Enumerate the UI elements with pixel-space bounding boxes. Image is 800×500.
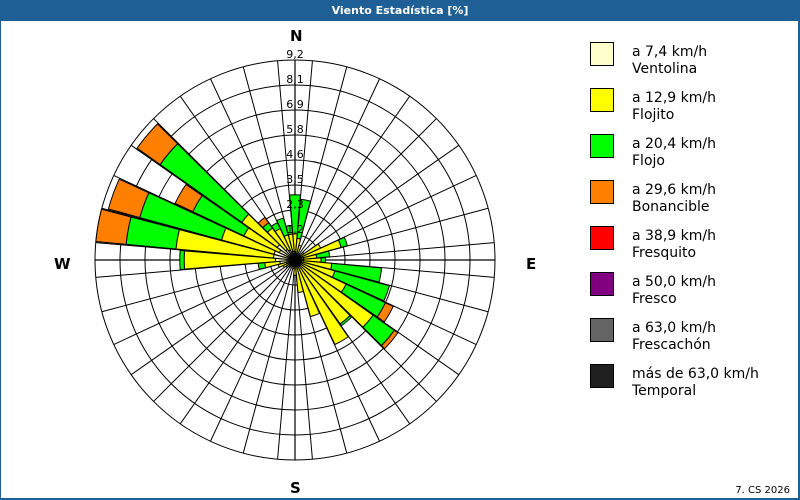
legend-range: a 20,4 km/h: [632, 136, 716, 152]
ring-label: 3,5: [286, 173, 304, 186]
grid-spoke: [294, 78, 380, 261]
rose-segment: [257, 262, 267, 270]
rose-segment: [296, 265, 321, 318]
legend-range: a 29,6 km/h: [632, 182, 716, 198]
ring-label: 6,9: [286, 98, 304, 111]
ring-label: 1,2: [286, 223, 304, 236]
legend-swatch: [590, 318, 614, 342]
grid-spoke: [130, 259, 296, 376]
grid-spoke: [294, 259, 313, 460]
rose-segment: [331, 270, 390, 302]
legend-range: a 38,9 km/h: [632, 228, 716, 244]
ring-label: 9,2: [286, 48, 304, 61]
legend-swatch: [590, 226, 614, 250]
compass-north-label: N: [290, 27, 303, 45]
legend-swatch: [590, 42, 614, 66]
legend-range: a 63,0 km/h: [632, 320, 716, 336]
window-title: Viento Estadística [%]: [0, 0, 800, 21]
footer-credit: 7. CS 2026: [735, 485, 790, 496]
legend-name: Temporal: [632, 383, 697, 399]
frame-right: [798, 21, 800, 500]
rose-segment: [293, 263, 297, 276]
rose-segment: [276, 217, 289, 237]
rose-segment: [285, 224, 294, 236]
legend-name: Ventolina: [632, 61, 698, 77]
grid-spoke: [294, 95, 411, 261]
rose-segment: [376, 302, 394, 323]
legend-name: Flojito: [632, 107, 675, 123]
grid-spoke: [294, 118, 437, 261]
compass-south-label: S: [290, 479, 301, 497]
legend-swatch: [590, 180, 614, 204]
grid-spoke: [179, 259, 296, 425]
rose-segment: [337, 236, 349, 248]
ring-label: 4,6: [286, 148, 304, 161]
rose-segment: [289, 194, 301, 235]
grid-spoke: [210, 259, 296, 442]
legend-range: más de 63,0 km/h: [632, 366, 759, 382]
rose-segment: [339, 314, 353, 327]
legend-swatch: [590, 88, 614, 112]
frame-bottom: [0, 498, 800, 500]
rose-segment: [297, 264, 349, 346]
ring-label: 5,8: [286, 123, 304, 136]
rose-segment: [315, 250, 331, 259]
rose-segment: [136, 123, 179, 166]
grid-spoke: [113, 259, 296, 345]
legend-name: Fresquito: [632, 245, 697, 261]
ring-label: 2,3: [286, 198, 304, 211]
legend-name: Fresco: [632, 291, 677, 307]
legend-swatch: [590, 364, 614, 388]
grid-spoke: [294, 144, 460, 261]
compass-west-label: W: [54, 255, 71, 273]
legend-range: a 12,9 km/h: [632, 90, 716, 106]
legend-swatch: [590, 272, 614, 296]
legend-name: Bonancible: [632, 199, 710, 215]
rose-segment: [320, 256, 326, 264]
grid-spoke: [277, 259, 296, 460]
ring-label: 8,1: [286, 73, 304, 86]
rose-segment: [296, 244, 303, 255]
frame-left: [0, 21, 1, 500]
legend-name: Flojo: [632, 153, 665, 169]
legend-range: a 50,0 km/h: [632, 274, 716, 290]
rose-segment: [179, 250, 186, 270]
legend-range: a 7,4 km/h: [632, 44, 708, 60]
rose-segment: [95, 208, 132, 245]
rose-segment: [107, 178, 150, 219]
rose-segment: [296, 198, 312, 240]
rose-segment: [330, 262, 383, 283]
grid-spoke: [242, 259, 296, 454]
rose-segment: [257, 216, 270, 229]
legend-name: Frescachón: [632, 337, 711, 353]
rose-segment: [174, 183, 203, 213]
legend-swatch: [590, 134, 614, 158]
rose-segment: [294, 263, 304, 294]
compass-east-label: E: [526, 255, 537, 273]
rose-segment: [380, 329, 399, 350]
grid-spoke: [153, 259, 296, 402]
